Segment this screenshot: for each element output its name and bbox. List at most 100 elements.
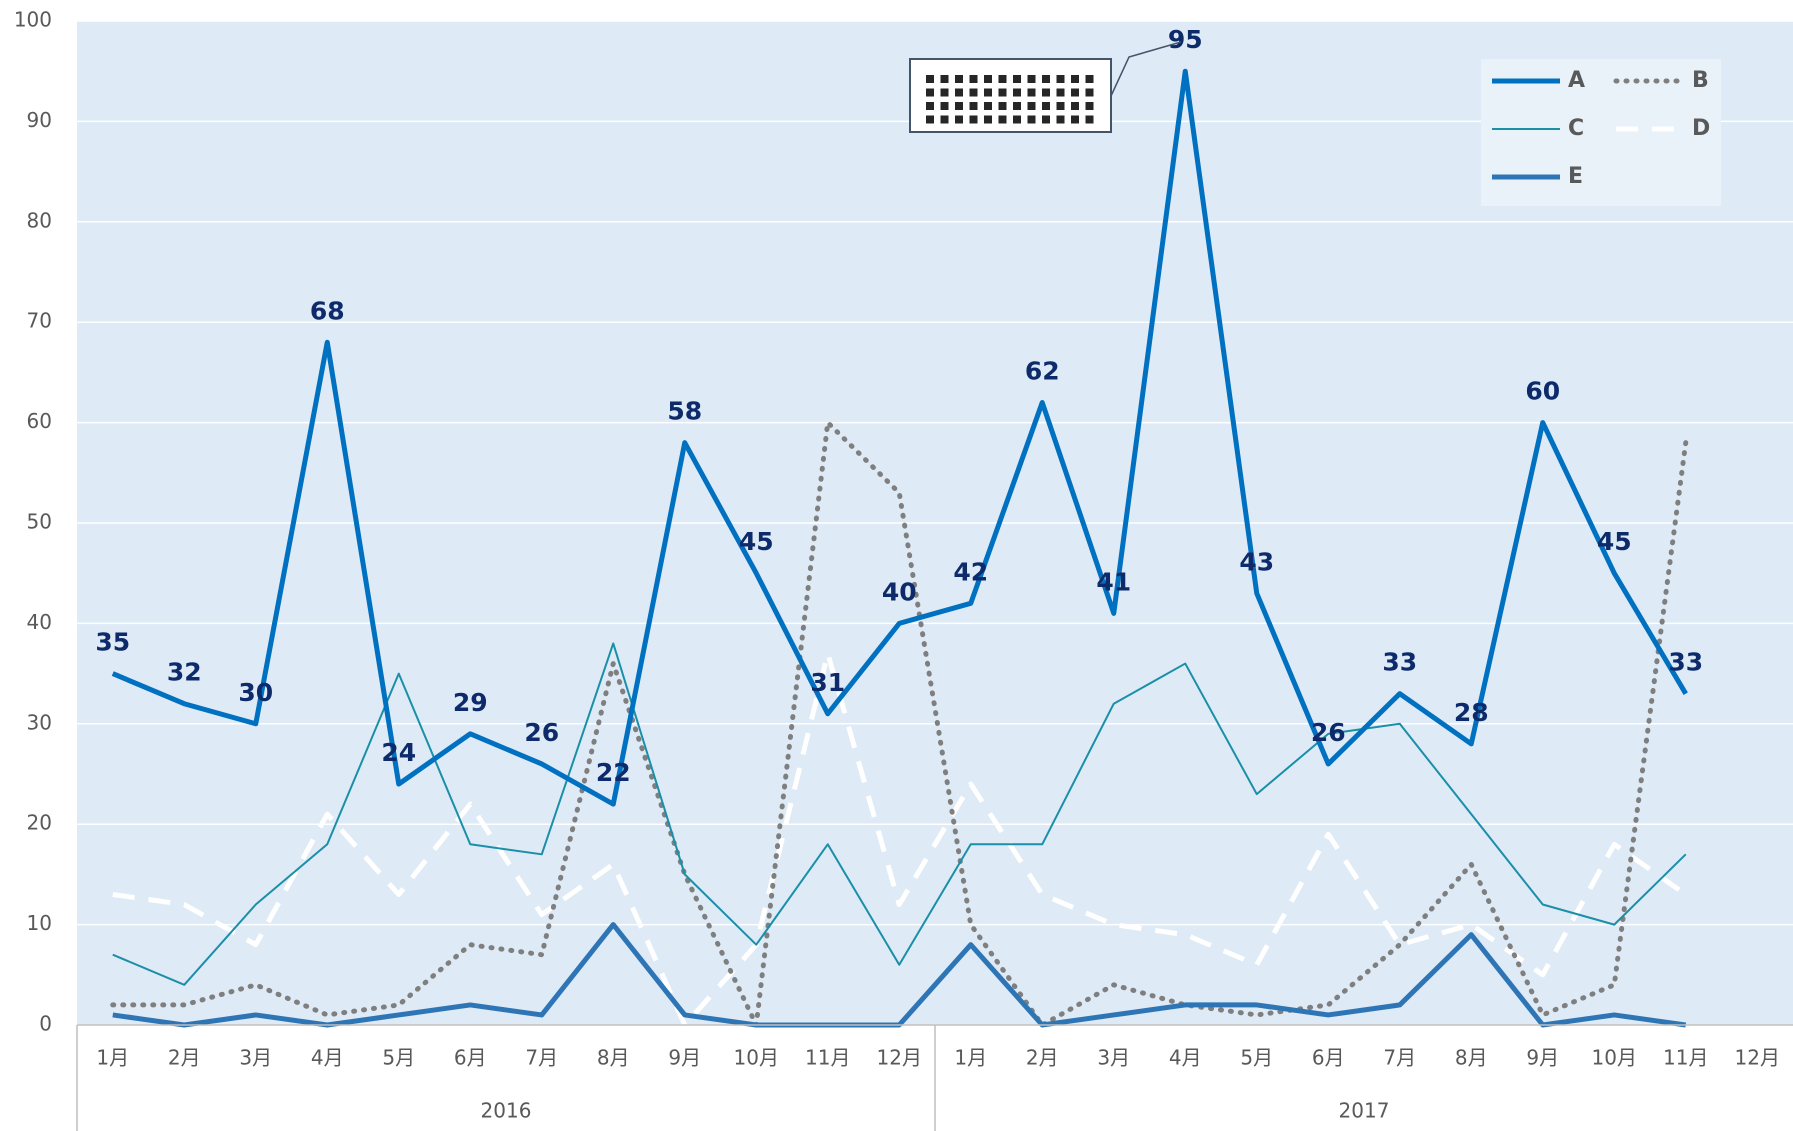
x-tick-label: 2月 (168, 1046, 201, 1070)
data-label: 43 (1239, 547, 1274, 576)
y-tick-label: 20 (27, 811, 52, 835)
pattern-dot (955, 88, 963, 97)
series-line (112, 651, 1688, 1028)
pattern-dot (1027, 75, 1036, 83)
data-label: 60 (1525, 377, 1560, 406)
x-tick-label: 4月 (1169, 1046, 1202, 1070)
pattern-dot (1056, 88, 1065, 97)
year-label: 2017 (1339, 1099, 1390, 1123)
legend: A B C D E (1481, 59, 1721, 206)
pattern-dot (926, 115, 934, 124)
x-tick-label: 6月 (454, 1046, 487, 1070)
pattern-dot (984, 88, 992, 97)
callout (909, 41, 1182, 133)
data-label: 33 (1382, 648, 1417, 677)
pattern-dot (1056, 75, 1065, 83)
y-tick-label: 50 (27, 510, 52, 534)
pattern-dot (998, 102, 1007, 110)
y-tick-label: 40 (27, 610, 52, 634)
data-label: 28 (1454, 698, 1489, 727)
data-label: 26 (1311, 718, 1346, 747)
x-tick-label: 7月 (1383, 1046, 1416, 1070)
x-tick-label: 1月 (96, 1046, 129, 1070)
legend-label: A (1568, 68, 1585, 93)
pattern-dot (926, 88, 934, 97)
data-label: 40 (882, 577, 917, 606)
y-tick-label: 80 (27, 208, 52, 232)
y-tick-label: 0 (39, 1012, 52, 1036)
data-label: 22 (596, 758, 631, 787)
data-label: 35 (95, 628, 130, 657)
pattern-dot (1042, 75, 1050, 83)
pattern-dot (969, 102, 978, 110)
pattern-dot (926, 75, 934, 83)
data-label: 45 (739, 527, 774, 556)
x-tick-label: 9月 (1526, 1046, 1559, 1070)
pattern-dot (984, 115, 992, 124)
data-label: 30 (238, 678, 273, 707)
pattern-dot (1027, 115, 1036, 124)
pattern-dot (955, 115, 963, 124)
x-tick-label: 10月 (1592, 1046, 1637, 1070)
x-tick-label: 3月 (1097, 1046, 1130, 1070)
data-label: 68 (310, 296, 345, 325)
pattern-dot (1071, 115, 1079, 124)
x-tick-label: 8月 (597, 1046, 630, 1070)
y-tick-label: 60 (27, 409, 52, 433)
data-label: 26 (524, 718, 559, 747)
pattern-dot (1085, 102, 1094, 110)
legend-label: D (1692, 116, 1710, 141)
data-label: 58 (667, 397, 702, 426)
y-tick-label: 10 (27, 911, 52, 935)
pattern-dot (1071, 102, 1079, 110)
callout-box (909, 58, 1112, 133)
x-tick-label: 6月 (1312, 1046, 1345, 1070)
pattern-dot (940, 88, 949, 97)
pattern-dot (1085, 115, 1094, 124)
callout-leader (1110, 41, 1182, 97)
data-label: 24 (381, 738, 416, 767)
year-label: 2016 (481, 1099, 532, 1123)
pattern-dot (969, 115, 978, 124)
pattern-dot (1042, 88, 1050, 97)
x-tick-label: 5月 (1240, 1046, 1273, 1070)
legend-label: E (1568, 164, 1583, 189)
data-labels: 35 32 30 68 24 29 26 22 58 45 31 40 42 62 41 95 43 26 33 28… (95, 25, 1703, 787)
pattern-dot (998, 88, 1007, 97)
y-tick-label: 30 (27, 710, 52, 734)
pattern-dot (940, 115, 949, 124)
legend-label: B (1692, 68, 1709, 93)
pattern-dot (940, 102, 949, 110)
pattern-dot (1042, 115, 1050, 124)
series-line (112, 642, 1687, 986)
y-tick-label: 100 (14, 8, 52, 32)
pattern-dot (1013, 102, 1021, 110)
pattern-dot (955, 75, 963, 83)
x-tick-label: 11月 (1663, 1046, 1708, 1070)
pattern-dot (1013, 115, 1021, 124)
series-line (111, 68, 1688, 807)
x-tick-label: 12月 (877, 1046, 922, 1070)
pattern-dot (1013, 88, 1021, 97)
callout-pattern (926, 75, 1094, 124)
x-tick-label: 12月 (1735, 1046, 1780, 1070)
series-line (110, 420, 1689, 1028)
pattern-dot (1085, 75, 1094, 83)
x-tick-label: 1月 (954, 1046, 987, 1070)
x-tick-label: 3月 (239, 1046, 272, 1070)
pattern-dot (1027, 102, 1036, 110)
data-label: 29 (453, 688, 488, 717)
data-label: 41 (1096, 567, 1131, 596)
pattern-dot (1071, 88, 1079, 97)
data-label: 95 (1168, 25, 1203, 54)
pattern-dot (984, 75, 992, 83)
pattern-dot (1013, 75, 1021, 83)
x-tick-label: 7月 (525, 1046, 558, 1070)
pattern-dot (1042, 102, 1050, 110)
pattern-dot (998, 75, 1007, 83)
pattern-dot (1056, 102, 1065, 110)
pattern-dot (969, 75, 978, 83)
x-tick-label: 9月 (668, 1046, 701, 1070)
